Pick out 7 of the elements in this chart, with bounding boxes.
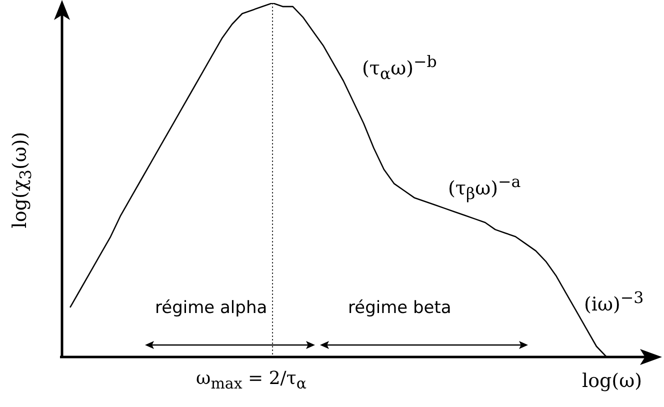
x-axis-title: log(ω) (582, 370, 642, 392)
annotation: (τ$_{α}$ω)$^{−b}$ (362, 52, 437, 84)
annotation: (iω)$^{−3}$ (584, 288, 644, 316)
text: ω$_{max}$ = 2/τ$_{α}$ (196, 368, 306, 393)
annotation: régime alpha (155, 298, 268, 318)
annotation: régime beta (348, 298, 452, 318)
annotation: (τ$_{β}$ω)$^{−a}$ (448, 172, 521, 204)
